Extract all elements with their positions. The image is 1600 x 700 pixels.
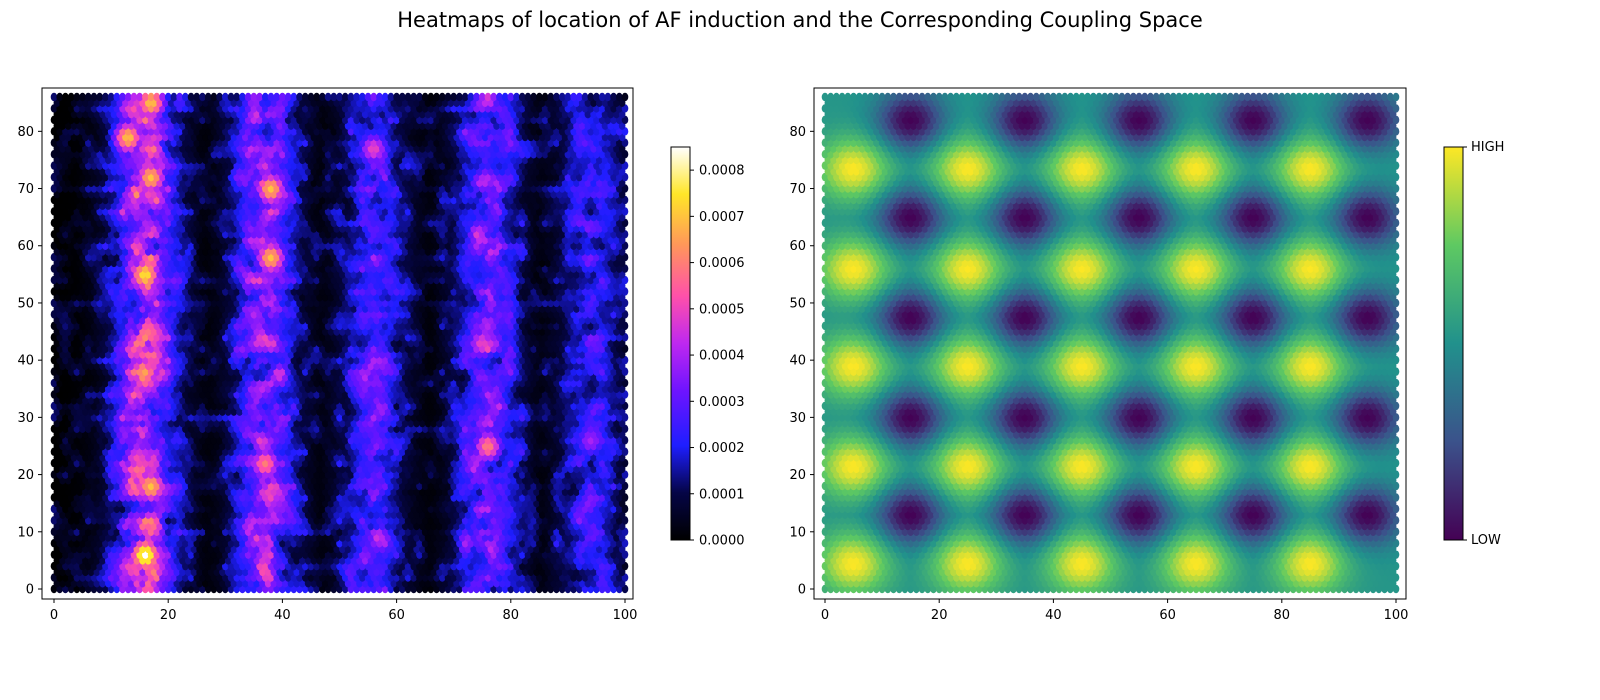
figure-title: Heatmaps of location of AF induction and… — [397, 8, 1203, 32]
af-induction-hexbin-cells — [50, 92, 629, 594]
